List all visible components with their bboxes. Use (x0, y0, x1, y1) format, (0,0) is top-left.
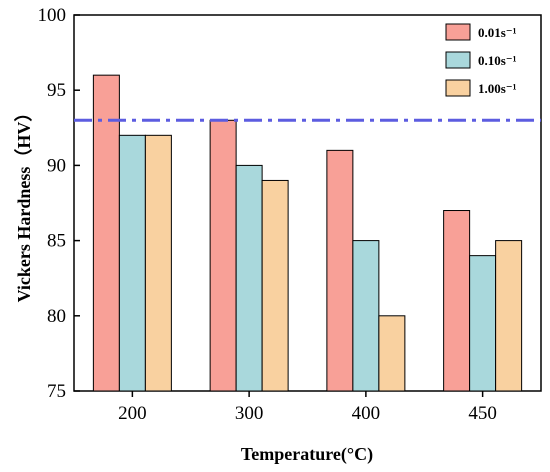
bar-200-series-2 (118, 134, 146, 392)
y-tick-label: 75 (47, 381, 66, 402)
y-tick-label: 85 (47, 231, 66, 252)
y-axis: 75 80 85 90 95 100 (38, 5, 80, 402)
x-tick-label: 450 (468, 403, 497, 424)
plot-frame (73, 14, 542, 392)
bar-200-series-3 (144, 134, 172, 392)
legend-label: 0.10s⁻¹ (478, 53, 517, 68)
y-tick-label: 95 (47, 80, 66, 101)
y-tick-label: 100 (38, 5, 67, 26)
y-tick-label: 90 (47, 155, 66, 176)
bar-200-series-1 (92, 74, 120, 392)
bar-300-series-2 (235, 164, 263, 392)
bar-400-series-3 (378, 315, 406, 392)
bar-450-series-1 (443, 210, 471, 392)
x-tick-label: 400 (352, 403, 381, 424)
legend-swatch (445, 79, 471, 97)
x-tick-label: 300 (235, 403, 264, 424)
y-tick-label: 80 (47, 306, 66, 327)
legend-swatch (445, 23, 471, 41)
legend-label: 1.00s⁻¹ (478, 81, 517, 96)
bar-450-series-2 (469, 255, 497, 392)
legend: 0.01s⁻¹ 0.10s⁻¹ 1.00s⁻¹ (445, 23, 517, 97)
bar-400-series-1 (326, 149, 354, 392)
legend-label: 0.01s⁻¹ (478, 25, 517, 40)
x-axis-title: Temperature(°C) (241, 444, 373, 465)
legend-swatch (445, 51, 471, 69)
bar-400-series-2 (352, 240, 380, 392)
y-axis-title: Vickers Hardness（HV） (14, 104, 34, 303)
bar-450-series-3 (495, 240, 523, 392)
x-tick-label: 200 (118, 403, 147, 424)
bars-group (92, 74, 523, 392)
bar-300-series-3 (261, 179, 289, 392)
bar-300-series-1 (209, 119, 237, 392)
x-axis: 200 300 400 450 (118, 391, 497, 424)
